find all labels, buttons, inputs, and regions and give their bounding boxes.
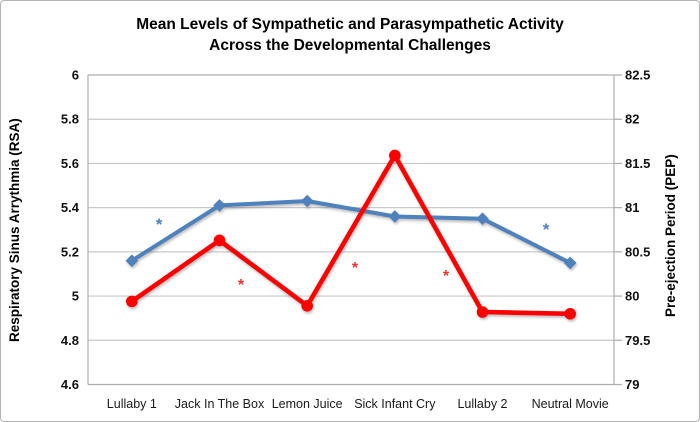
- left-tick-label: 6: [72, 68, 79, 83]
- series-line-pep: [129, 153, 573, 317]
- data-point-pep-5: [564, 307, 576, 320]
- chart-title-line2: Across the Developmental Challenges: [209, 37, 491, 54]
- significance-asterisk: *: [238, 277, 245, 294]
- series-rsa: [125, 194, 577, 270]
- right-axis-title: Pre-ejection Period (PEP): [663, 154, 678, 318]
- series-line-rsa: [129, 199, 573, 265]
- left-tick-label: 4.6: [61, 377, 79, 392]
- category-label: Lullaby 1: [107, 397, 157, 411]
- right-tick-label: 79: [625, 377, 639, 392]
- left-tick-label: 5.8: [61, 112, 79, 127]
- right-tick-label: 80.5: [625, 244, 650, 259]
- left-tick-label: 5.6: [61, 156, 79, 171]
- data-point-pep-0: [126, 295, 138, 308]
- data-point-pep-3: [389, 149, 401, 162]
- left-tick-label: 5.2: [61, 244, 79, 259]
- right-tick-label: 82.5: [625, 68, 650, 83]
- data-point-rsa-2: [300, 194, 314, 208]
- category-label: Jack In The Box: [175, 397, 265, 411]
- significance-asterisk: *: [443, 268, 450, 285]
- right-tick-label: 82: [625, 112, 639, 127]
- series-pep: [126, 149, 576, 320]
- category-label: Neutral Movie: [532, 397, 609, 411]
- chart-title: Mean Levels of Sympathetic and Parasympa…: [1, 14, 699, 56]
- data-point-rsa-5: [563, 256, 577, 270]
- left-axis-title: Respiratory Sinus Arrythmia (RSA): [7, 118, 22, 342]
- chart-title-line1: Mean Levels of Sympathetic and Parasympa…: [136, 16, 564, 33]
- right-tick-label: 81.5: [625, 156, 650, 171]
- data-point-rsa-0: [125, 254, 139, 267]
- data-point-pep-1: [213, 234, 226, 247]
- data-point-rsa-3: [388, 210, 402, 223]
- right-tick-label: 79.5: [625, 333, 650, 348]
- right-tick-label: 81: [625, 200, 639, 215]
- category-label: Lullaby 2: [457, 397, 507, 411]
- significance-asterisk: *: [543, 220, 550, 239]
- category-label: Sick Infant Cry: [354, 397, 436, 411]
- right-tick-label: 80: [625, 289, 639, 304]
- data-point-pep-4: [476, 306, 489, 318]
- category-label: Lemon Juice: [272, 397, 343, 411]
- data-point-rsa-1: [213, 199, 226, 212]
- significance-asterisk: *: [156, 215, 163, 234]
- left-tick-label: 5.4: [61, 200, 80, 215]
- data-point-rsa-4: [476, 212, 489, 225]
- left-tick-label: 5: [72, 289, 79, 304]
- left-tick-label: 4.8: [61, 333, 79, 348]
- significance-asterisk: *: [352, 260, 359, 277]
- data-point-pep-2: [301, 299, 313, 312]
